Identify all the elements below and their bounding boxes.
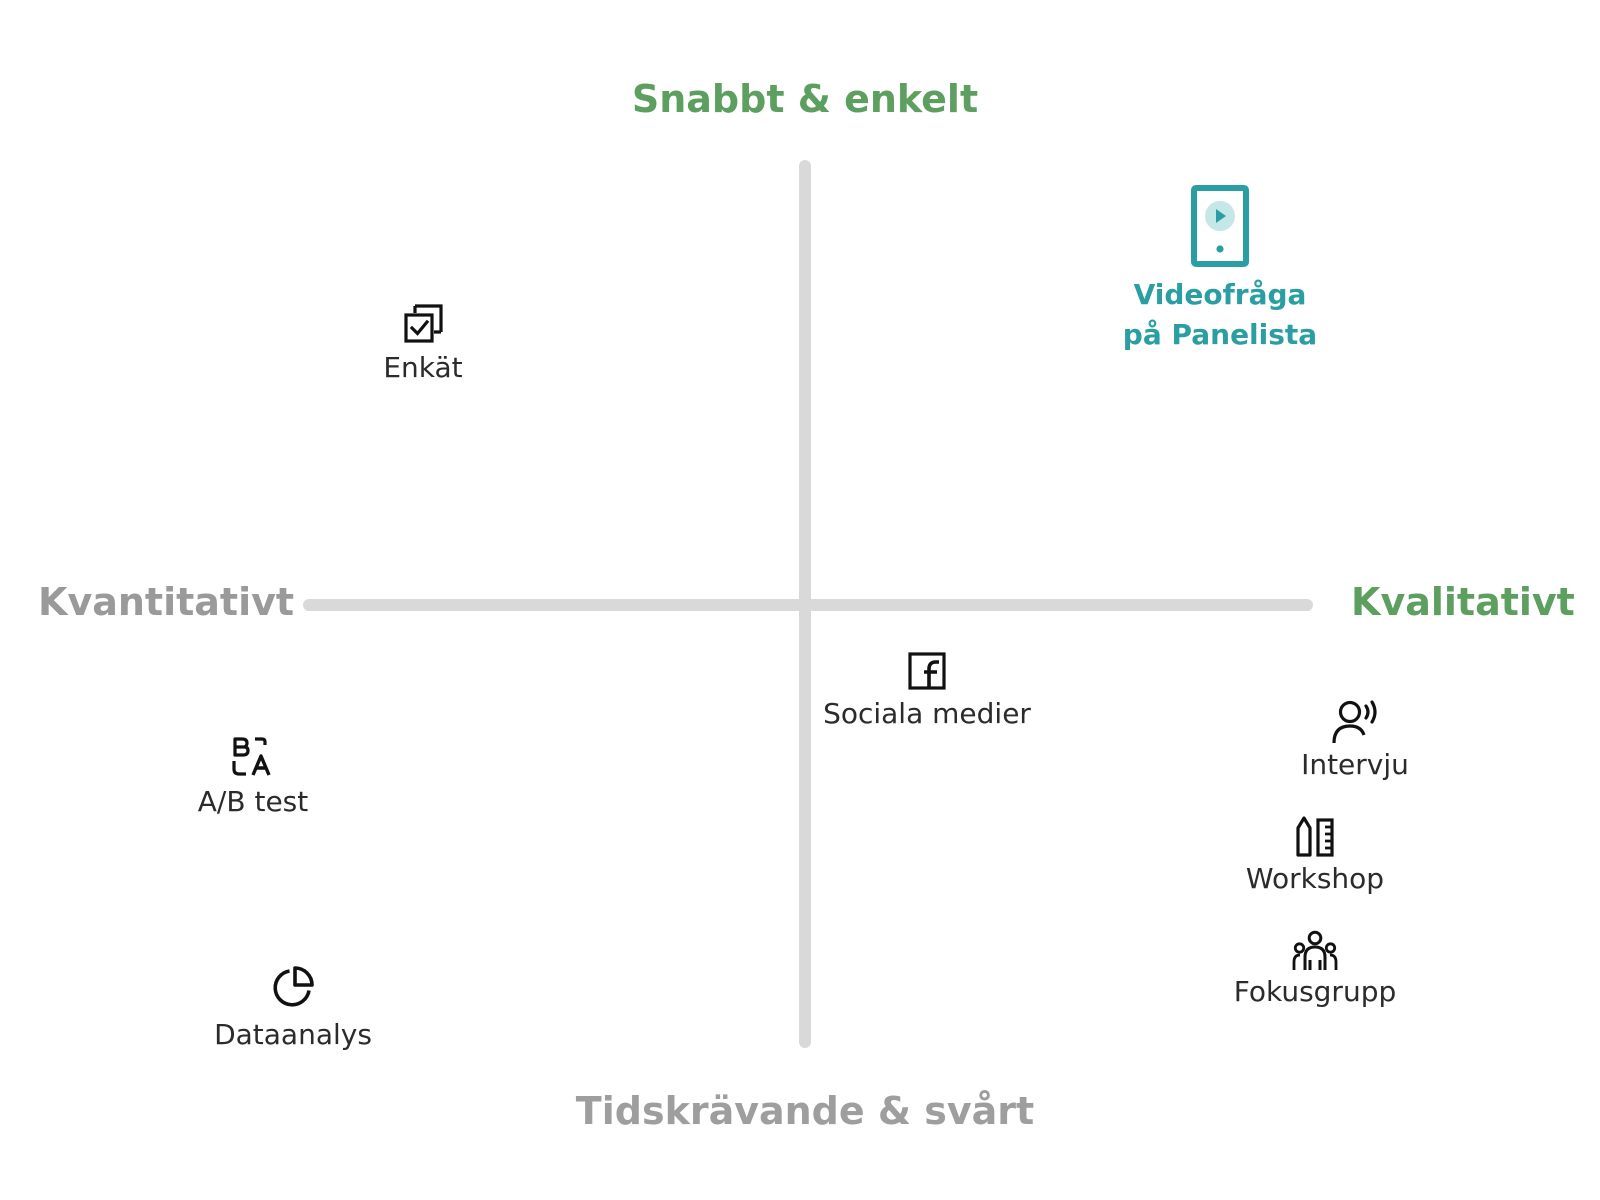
method-label: Enkät bbox=[383, 351, 463, 384]
method-intervju: Intervju bbox=[1205, 699, 1505, 785]
method-label: Sociala medier bbox=[823, 697, 1031, 730]
tablet-video-icon bbox=[1191, 185, 1249, 267]
method-label: A/B test bbox=[197, 785, 309, 818]
vertical-axis bbox=[799, 160, 811, 1048]
axis-label-right: Kvalitativt bbox=[1351, 580, 1575, 624]
method-label: Dataanalys bbox=[214, 1018, 372, 1051]
method-workshop: Workshop bbox=[1165, 815, 1465, 899]
axis-label-left: Kvantitativt bbox=[38, 580, 295, 624]
method-enkat: Enkät bbox=[273, 302, 573, 388]
survey-checkbox-icon bbox=[404, 304, 443, 343]
method-sociala-medier: Sociala medier bbox=[777, 652, 1077, 734]
pie-chart-icon bbox=[273, 966, 314, 1007]
interview-person-icon bbox=[1332, 700, 1377, 744]
method-videofraga: Videofråga på Panelista bbox=[1070, 185, 1370, 355]
workshop-tools-icon bbox=[1296, 816, 1334, 857]
axis-label-top: Snabbt & enkelt bbox=[631, 77, 979, 121]
method-ab-test: A/B test bbox=[103, 736, 403, 822]
ab-test-icon bbox=[232, 737, 271, 776]
method-dataanalys: Dataanalys bbox=[143, 965, 443, 1055]
focus-group-icon bbox=[1292, 930, 1338, 970]
method-label: Workshop bbox=[1245, 862, 1385, 895]
method-label-line2: på Panelista bbox=[1122, 318, 1318, 351]
facebook-icon bbox=[908, 652, 946, 690]
method-label: Intervju bbox=[1301, 748, 1409, 781]
method-label-line1: Videofråga bbox=[1133, 278, 1307, 311]
method-fokusgrupp: Fokusgrupp bbox=[1165, 930, 1465, 1012]
axis-label-bottom: Tidskrävande & svårt bbox=[575, 1089, 1035, 1133]
method-label: Fokusgrupp bbox=[1233, 975, 1397, 1008]
